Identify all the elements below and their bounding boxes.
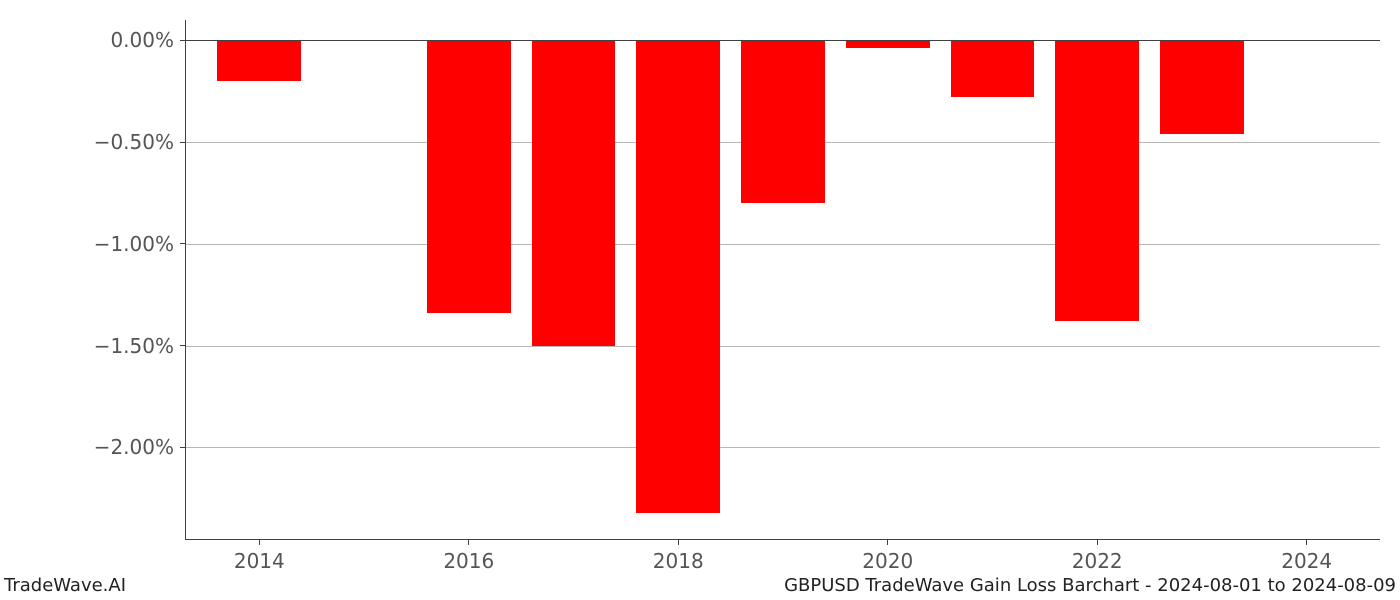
bar [427,40,511,313]
x-tick-mark [1097,539,1098,545]
gridline [186,447,1380,448]
gridline [186,346,1380,347]
y-tick-label: −1.50% [94,334,174,358]
footer-left-label: TradeWave.AI [4,575,126,596]
x-tick-mark [259,539,260,545]
x-tick-label: 2024 [1281,549,1332,573]
x-tick-label: 2016 [443,549,494,573]
y-tick-mark [180,447,186,448]
x-tick-mark [1306,539,1307,545]
y-tick-mark [180,345,186,346]
zero-line [186,40,1380,41]
bar [951,40,1035,97]
x-tick-label: 2020 [862,549,913,573]
chart-container: 0.00%−0.50%−1.00%−1.50%−2.00%20142016201… [185,20,1380,540]
bar [217,40,301,81]
bar [1160,40,1244,134]
x-tick-mark [468,539,469,545]
x-tick-label: 2018 [653,549,704,573]
y-tick-mark [180,243,186,244]
y-tick-mark [180,142,186,143]
x-tick-label: 2014 [234,549,285,573]
plot-area: 0.00%−0.50%−1.00%−1.50%−2.00%20142016201… [185,20,1380,540]
bar [532,40,616,345]
x-tick-mark [678,539,679,545]
bar [846,40,930,48]
bar [741,40,825,203]
footer-right-label: GBPUSD TradeWave Gain Loss Barchart - 20… [784,575,1396,596]
y-tick-label: 0.00% [110,28,174,52]
gridline [186,244,1380,245]
x-tick-label: 2022 [1072,549,1123,573]
y-tick-label: −2.00% [94,435,174,459]
y-tick-label: −0.50% [94,130,174,154]
y-tick-label: −1.00% [94,232,174,256]
x-tick-mark [887,539,888,545]
bar [1055,40,1139,321]
bar [636,40,720,512]
